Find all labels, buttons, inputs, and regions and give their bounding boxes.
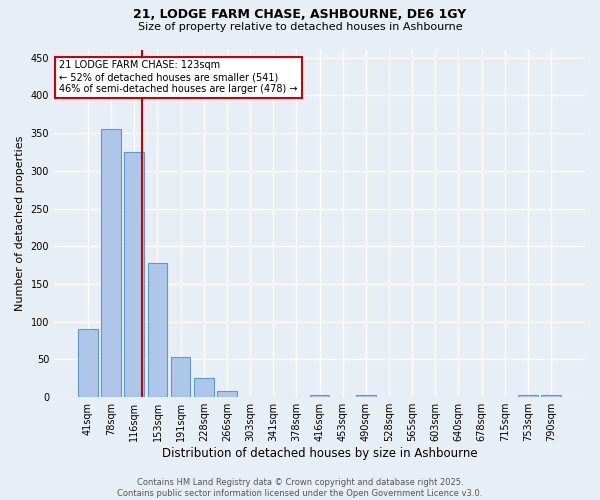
Bar xyxy=(310,395,329,397)
Bar xyxy=(101,130,121,397)
Text: 21 LODGE FARM CHASE: 123sqm
← 52% of detached houses are smaller (541)
46% of se: 21 LODGE FARM CHASE: 123sqm ← 52% of det… xyxy=(59,60,298,94)
Bar xyxy=(356,395,376,397)
Bar xyxy=(518,395,538,397)
Text: 21, LODGE FARM CHASE, ASHBOURNE, DE6 1GY: 21, LODGE FARM CHASE, ASHBOURNE, DE6 1GY xyxy=(133,8,467,20)
Bar xyxy=(194,378,214,397)
Bar xyxy=(124,152,144,397)
Text: Size of property relative to detached houses in Ashbourne: Size of property relative to detached ho… xyxy=(137,22,463,32)
Text: Contains HM Land Registry data © Crown copyright and database right 2025.
Contai: Contains HM Land Registry data © Crown c… xyxy=(118,478,482,498)
Bar xyxy=(541,395,561,397)
Bar xyxy=(148,263,167,397)
Bar xyxy=(171,357,190,397)
Y-axis label: Number of detached properties: Number of detached properties xyxy=(15,136,25,312)
X-axis label: Distribution of detached houses by size in Ashbourne: Distribution of detached houses by size … xyxy=(162,447,478,460)
Bar xyxy=(78,330,98,397)
Bar xyxy=(217,391,237,397)
